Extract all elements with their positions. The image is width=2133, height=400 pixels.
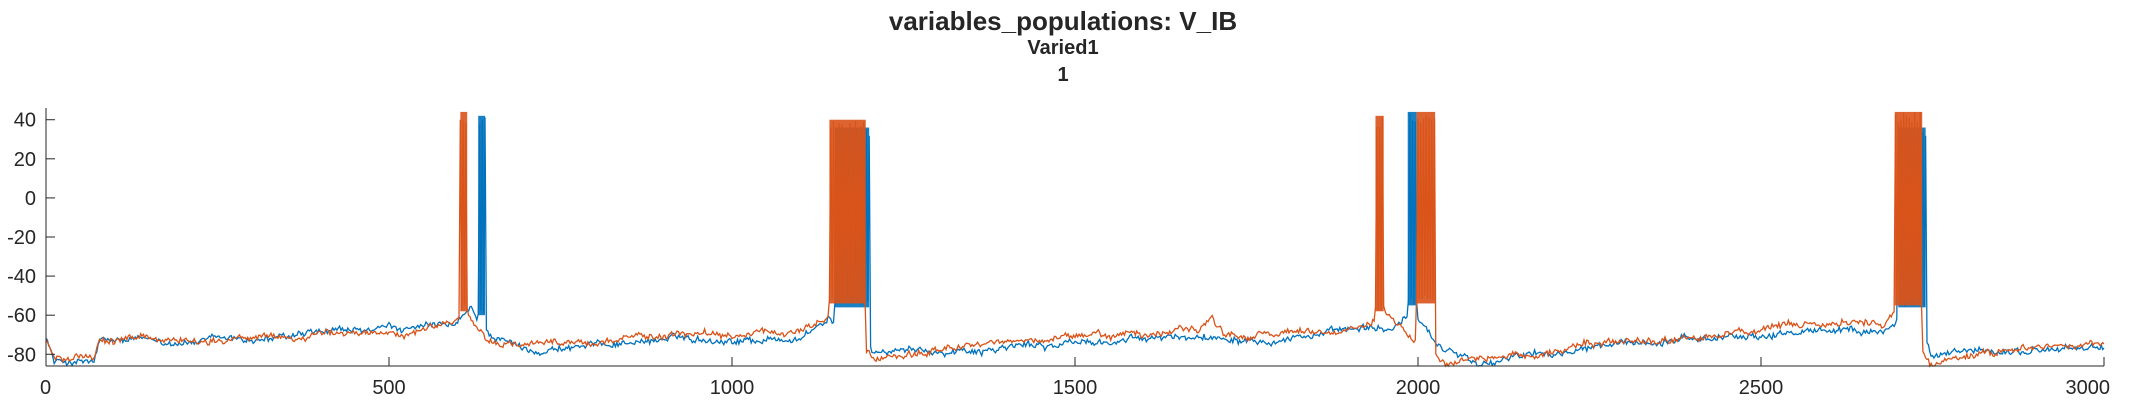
series-layer <box>45 111 2105 368</box>
burst-1-3 <box>1407 111 1417 306</box>
y-tick-label: -80 <box>7 344 36 366</box>
burst-2-3 <box>1375 115 1384 312</box>
y-tick-label: -60 <box>7 305 36 327</box>
burst-2-1 <box>460 111 468 312</box>
x-tick-label: 1000 <box>710 377 755 399</box>
axes: 0 500 1000 1500 2000 2500 3000 -80 -60 -40 -20 0 20 4… <box>7 108 2110 399</box>
y-tick-label: -20 <box>7 227 36 249</box>
chart-subtitle: Varied1 <box>1027 37 1098 59</box>
chart-subtitle-2: 1 <box>1057 64 1068 86</box>
x-tick-label: 2000 <box>1396 377 1441 399</box>
burst-1-1 <box>478 115 486 316</box>
y-tick-label: -40 <box>7 266 36 288</box>
series-line-1 <box>45 113 2105 367</box>
y-tick-label: 40 <box>14 110 36 132</box>
series-line-2 <box>45 112 2105 368</box>
y-tick-label: 0 <box>25 188 36 210</box>
x-tick-label: 500 <box>372 377 405 399</box>
y-tick-label: 20 <box>14 149 36 171</box>
x-tick-label: 1500 <box>1053 377 1098 399</box>
x-tick-label: 0 <box>40 377 51 399</box>
burst-2-5 <box>1894 111 1923 306</box>
burst-2-4 <box>1416 111 1436 304</box>
chart-title: variables_populations: V_IB <box>889 6 1237 36</box>
x-tick-label: 3000 <box>2066 377 2111 399</box>
x-tick-label: 2500 <box>1739 377 1784 399</box>
burst-2-2 <box>829 119 866 304</box>
